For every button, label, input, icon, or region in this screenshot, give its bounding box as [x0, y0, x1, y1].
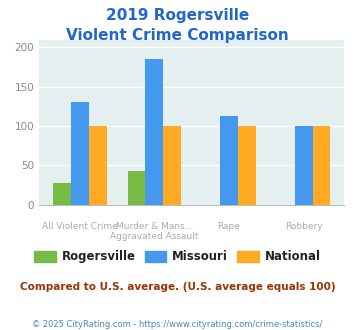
- Text: 2019 Rogersville: 2019 Rogersville: [106, 8, 249, 23]
- Text: Murder & Mans...: Murder & Mans...: [116, 222, 193, 231]
- Text: Violent Crime Comparison: Violent Crime Comparison: [66, 28, 289, 43]
- Bar: [71, 102, 89, 205]
- Bar: [53, 182, 71, 205]
- Bar: [163, 126, 181, 205]
- Text: Rape: Rape: [218, 222, 240, 231]
- Text: Compared to U.S. average. (U.S. average equals 100): Compared to U.S. average. (U.S. average …: [20, 282, 335, 292]
- Bar: [127, 171, 146, 205]
- Text: Aggravated Assault: Aggravated Assault: [110, 232, 199, 241]
- Text: Robbery: Robbery: [285, 222, 322, 231]
- Bar: [312, 126, 331, 205]
- Legend: Rogersville, Missouri, National: Rogersville, Missouri, National: [31, 247, 324, 267]
- Bar: [295, 126, 312, 205]
- Bar: [146, 59, 163, 205]
- Bar: [89, 126, 106, 205]
- Bar: [220, 116, 238, 205]
- Bar: [238, 126, 256, 205]
- Text: All Violent Crime: All Violent Crime: [42, 222, 118, 231]
- Text: © 2025 CityRating.com - https://www.cityrating.com/crime-statistics/: © 2025 CityRating.com - https://www.city…: [32, 320, 323, 329]
